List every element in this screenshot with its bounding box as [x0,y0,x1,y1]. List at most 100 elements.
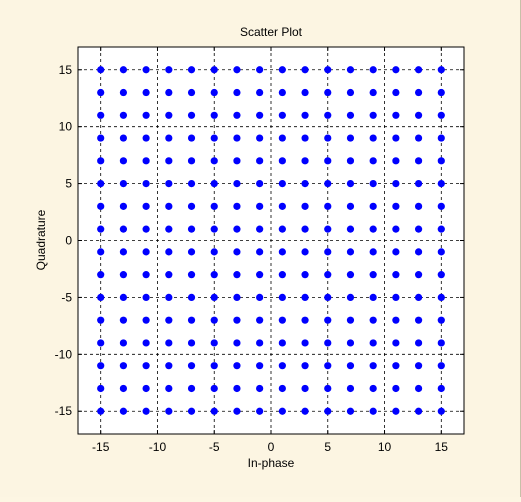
data-point [187,384,196,393]
data-point [346,179,355,188]
data-point [256,316,264,324]
data-point [119,111,128,119]
y-tick-label: 15 [59,63,73,77]
data-point [97,384,105,393]
data-point [256,225,264,233]
data-point [119,88,128,97]
data-point [369,134,377,142]
data-point [210,293,218,302]
data-point [142,339,150,347]
data-point [187,248,196,256]
data-point [369,66,377,74]
data-point [119,384,128,393]
data-point [414,157,423,165]
data-point [142,111,150,119]
data-point [97,202,105,210]
data-point [414,384,423,393]
data-point [369,339,377,347]
data-point [233,157,241,165]
data-point [119,202,128,210]
data-point [346,271,355,279]
data-point [210,225,218,233]
data-point [414,111,423,119]
data-point [165,339,173,347]
data-point [392,88,400,97]
data-point [256,179,264,188]
data-point [301,339,309,347]
data-point [97,271,105,279]
data-point [392,293,400,302]
data-point [97,88,105,97]
data-point [256,111,264,119]
data-point [142,225,150,233]
data-point [187,362,196,370]
data-point [369,316,377,324]
data-point [437,111,445,119]
data-point [392,179,400,188]
data-point [414,134,423,142]
data-point [210,362,218,370]
data-point [324,111,332,119]
data-point [324,248,332,256]
data-point [187,271,196,279]
data-point [414,248,423,256]
data-point [119,225,128,233]
data-point [414,407,423,415]
data-point [233,316,241,324]
y-tick-label: 0 [65,234,72,248]
data-point [97,362,105,370]
data-point [278,248,286,256]
data-point [414,179,423,188]
tick-marks [78,47,464,434]
data-point [324,316,332,324]
data-point [119,179,128,188]
data-point [97,179,105,188]
data-point [142,202,150,210]
data-point [97,407,105,415]
data-point [346,88,355,97]
data-point [324,384,332,393]
data-point [165,316,173,324]
data-point [119,66,128,74]
data-point [392,111,400,119]
data-point [165,157,173,165]
data-point [301,157,309,165]
data-point [165,66,173,74]
data-point [233,134,241,142]
data-point [210,179,218,188]
data-point [324,407,332,415]
data-point [346,362,355,370]
data-point [324,134,332,142]
data-point [301,316,309,324]
data-point [369,248,377,256]
data-point [256,384,264,393]
data-point [278,384,286,393]
data-point [119,407,128,415]
data-point [165,293,173,302]
y-tick-label: 10 [59,120,73,134]
data-point [210,384,218,393]
data-point [278,225,286,233]
data-point [324,179,332,188]
data-point [256,202,264,210]
data-point [210,134,218,142]
data-point [346,339,355,347]
data-point [437,339,445,347]
data-point [324,271,332,279]
data-point [278,407,286,415]
data-point [369,202,377,210]
y-tick-label: -10 [55,347,73,361]
data-point [392,316,400,324]
data-point [187,179,196,188]
data-point [233,179,241,188]
data-point [187,407,196,415]
data-point [210,339,218,347]
data-point [210,157,218,165]
data-point [324,157,332,165]
data-point [301,384,309,393]
data-point [210,271,218,279]
data-point [256,157,264,165]
data-point [301,271,309,279]
data-point [278,271,286,279]
